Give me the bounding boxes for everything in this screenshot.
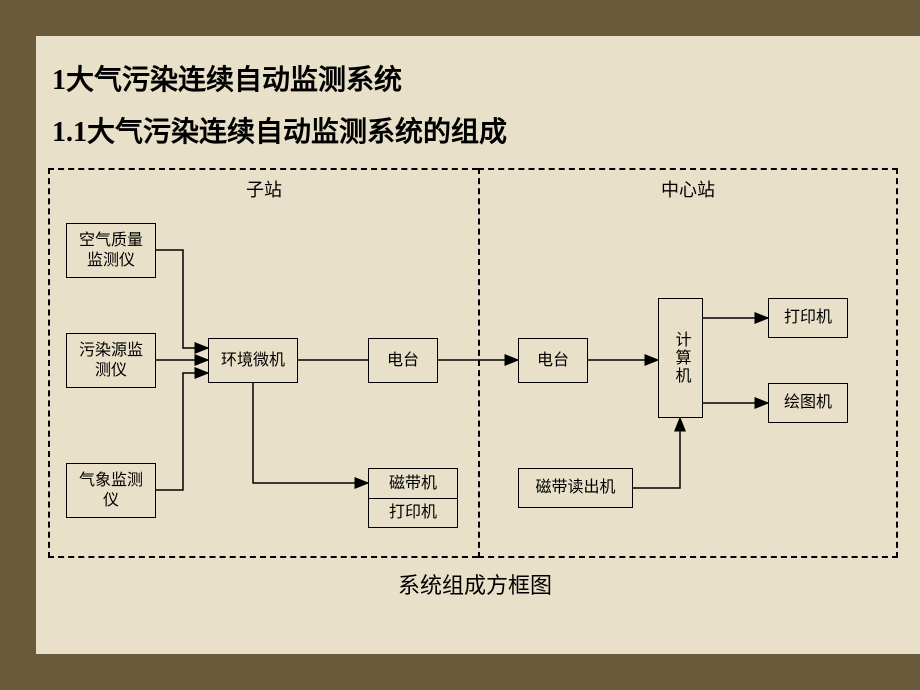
decor-border-top	[0, 0, 920, 36]
node-tape1: 磁带机	[368, 468, 458, 498]
node-poll: 污染源监测仪	[66, 333, 156, 388]
node-radio1: 电台	[368, 338, 438, 383]
system-block-diagram: 子站中心站空气质量监测仪污染源监测仪气象监测仪环境微机电台磁带机打印机电台磁带读…	[48, 168, 898, 558]
node-air: 空气质量监测仪	[66, 223, 156, 278]
node-plot: 绘图机	[768, 383, 848, 423]
slide-content: 1大气污染连续自动监测系统 1.1大气污染连续自动监测系统的组成 子站中心站空气…	[40, 40, 910, 650]
decor-border-bottom	[0, 654, 920, 690]
node-radio2: 电台	[518, 338, 588, 383]
node-print2: 打印机	[768, 298, 848, 338]
heading-1: 1大气污染连续自动监测系统	[52, 58, 910, 98]
node-met: 气象监测仪	[66, 463, 156, 518]
node-tape2: 磁带读出机	[518, 468, 633, 508]
decor-border-left	[0, 0, 36, 690]
node-print1: 打印机	[368, 498, 458, 528]
diagram-caption: 系统组成方框图	[40, 568, 910, 600]
panel-title-center: 中心站	[480, 176, 896, 202]
node-pc: 计算机	[658, 298, 703, 418]
panel-title-sub: 子站	[50, 176, 478, 202]
node-envpc: 环境微机	[208, 338, 298, 383]
heading-2: 1.1大气污染连续自动监测系统的组成	[52, 110, 910, 150]
